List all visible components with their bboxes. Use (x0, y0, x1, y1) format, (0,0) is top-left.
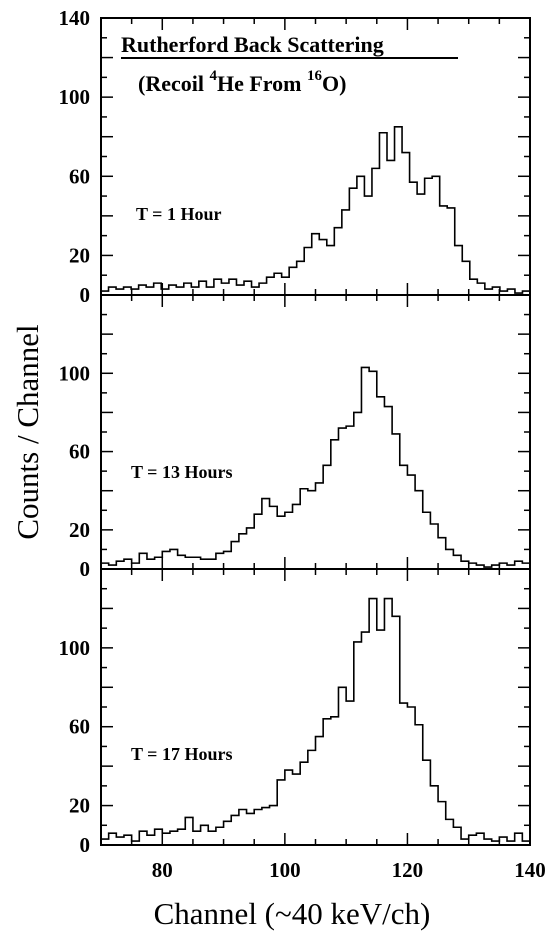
panel-time-label: T = 17 Hours (131, 744, 232, 764)
y-tick-label: 60 (69, 715, 90, 739)
subtitle-suffix: O) (322, 71, 346, 96)
panel-frame (100, 568, 531, 846)
y-tick-label: 20 (69, 518, 90, 542)
y-tick-label: 0 (80, 283, 91, 307)
panel-frame (100, 17, 531, 296)
y-tick-label: 20 (69, 243, 90, 267)
panel-time-label: T = 1 Hour (136, 204, 221, 224)
axis-ticks (100, 17, 531, 846)
panel-time-label: T = 13 Hours (131, 462, 232, 482)
x-tick-label: 120 (392, 858, 424, 882)
y-tick-label: 100 (59, 636, 91, 660)
panel-frames (100, 17, 531, 846)
y-tick-label: 60 (69, 164, 90, 188)
chart-title: Rutherford Back Scattering (121, 32, 384, 57)
x-tick-label: 140 (514, 858, 546, 882)
subtitle-superscript-helium: 4 (209, 68, 217, 84)
y-tick-label: 100 (59, 85, 91, 109)
histogram-series (101, 366, 530, 568)
histogram-series (101, 597, 530, 842)
chart-subtitle: (Recoil 4He From 16O) (138, 68, 346, 96)
x-tick-label: 100 (269, 858, 301, 882)
tick-labels: 0 20 60 100 140 T = 1 Hour 0 20 60 100 T = 13 Hour… (59, 6, 546, 882)
histogram-series (101, 126, 530, 294)
y-tick-label: 0 (80, 833, 91, 857)
subtitle-middle: He From (217, 71, 307, 96)
x-tick-label: 80 (152, 858, 173, 882)
y-tick-label: 20 (69, 794, 90, 818)
y-tick-label: 140 (59, 6, 91, 30)
subtitle-superscript-oxygen: 16 (307, 68, 323, 84)
panel-frame (100, 294, 531, 570)
y-tick-label: 0 (80, 557, 91, 581)
y-tick-label: 100 (59, 361, 91, 385)
subtitle-prefix: (Recoil (138, 71, 209, 96)
y-tick-label: 60 (69, 440, 90, 464)
y-axis-title: Counts / Channel (10, 324, 45, 539)
x-axis-title: Channel (~40 keV/ch) (154, 896, 431, 931)
histogram-traces (101, 126, 530, 842)
